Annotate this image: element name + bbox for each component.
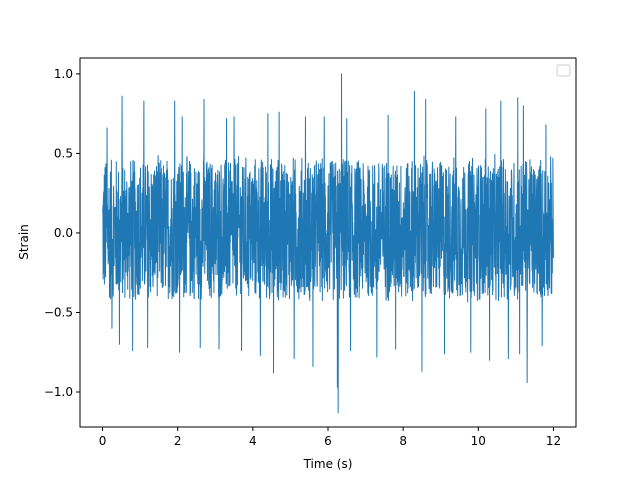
x-tick-label: 6: [324, 434, 332, 448]
x-tick-label: 4: [249, 434, 257, 448]
plot-area: [102, 73, 554, 414]
x-tick-label: 10: [471, 434, 486, 448]
y-tick-label: −1.0: [44, 385, 73, 399]
y-axis-label: Strain: [17, 224, 31, 260]
x-tick-label: 0: [99, 434, 107, 448]
y-axis-ticks: −1.0 −0.5 0.0 0.5 1.0: [44, 67, 80, 399]
x-tick-label: 12: [546, 434, 561, 448]
y-tick-label: 0.0: [54, 226, 73, 240]
y-tick-label: 1.0: [54, 67, 73, 81]
x-axis-ticks: 0 2 4 6 8 10 12: [99, 427, 561, 448]
strain-signal-line: [102, 73, 554, 414]
x-axis-label: Time (s): [303, 457, 353, 471]
legend-box: [556, 64, 571, 77]
y-tick-label: −0.5: [44, 305, 73, 319]
x-tick-label: 8: [399, 434, 407, 448]
x-tick-label: 2: [174, 434, 182, 448]
y-tick-label: 0.5: [54, 146, 73, 160]
